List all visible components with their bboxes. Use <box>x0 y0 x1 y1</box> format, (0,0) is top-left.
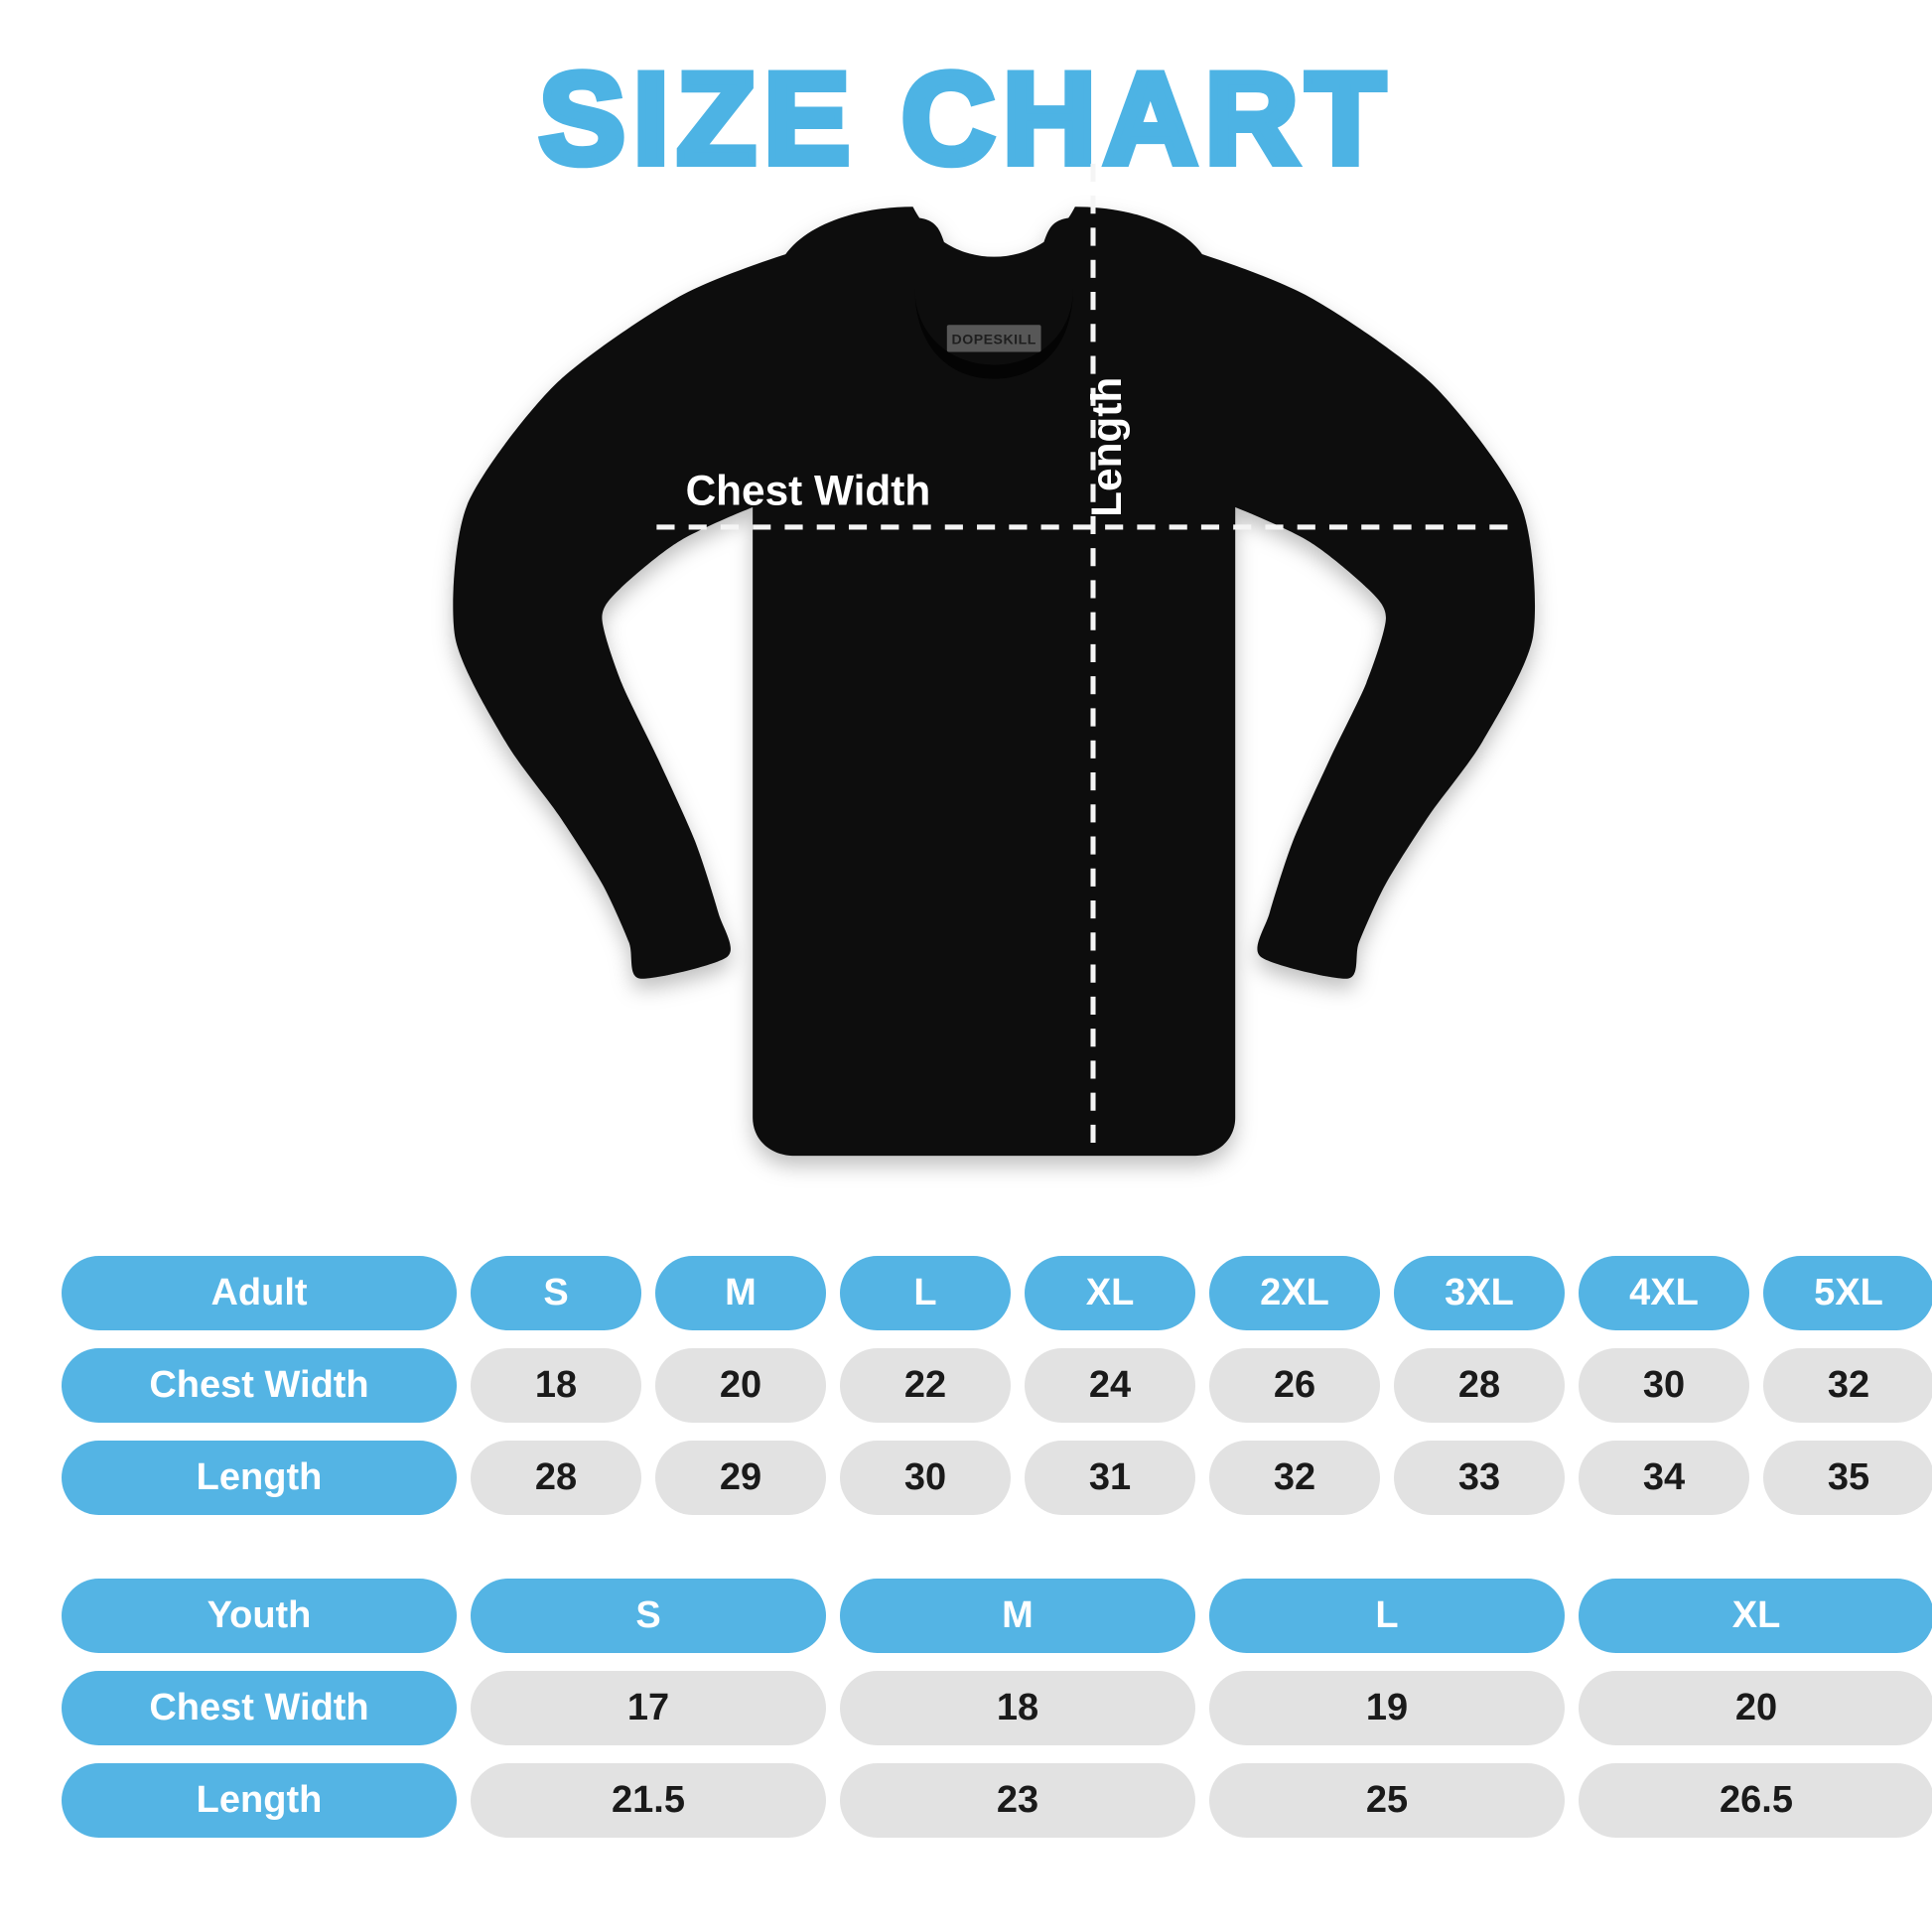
svg-text:Length: Length <box>1083 377 1130 517</box>
svg-text:DOPESKILL: DOPESKILL <box>952 331 1036 346</box>
svg-text:Chest Width: Chest Width <box>686 468 931 514</box>
